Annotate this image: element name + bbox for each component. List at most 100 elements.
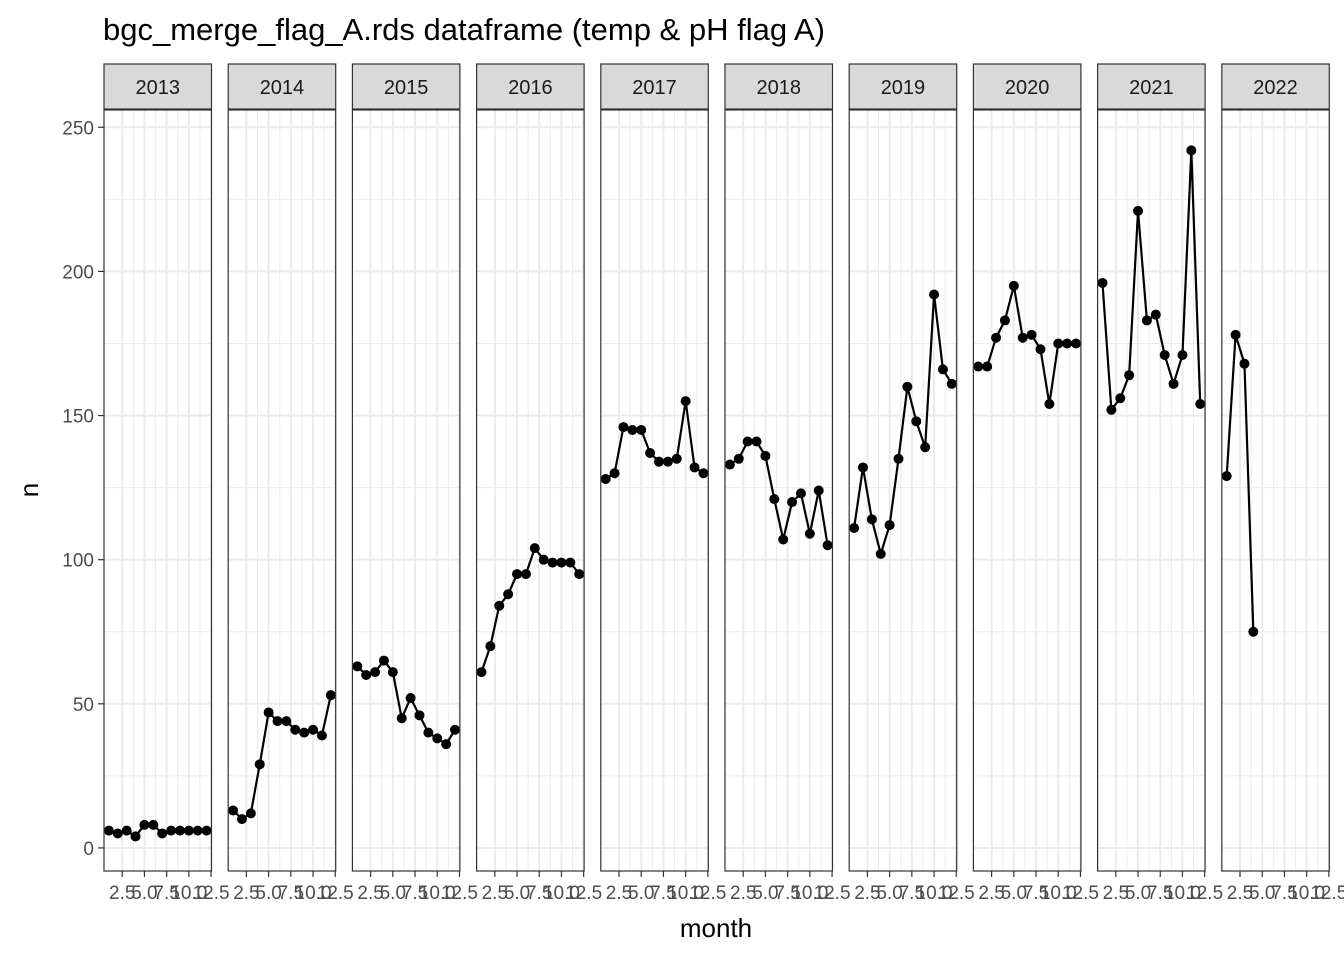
data-point <box>201 825 212 836</box>
strip-label: 2014 <box>260 77 305 99</box>
data-point <box>183 825 194 836</box>
data-point <box>920 442 931 453</box>
x-tick-label: 7.5 <box>1271 883 1297 904</box>
x-tick-label: 10.0 <box>543 883 580 904</box>
x-tick-label: 5.0 <box>504 883 530 904</box>
data-point <box>671 453 682 464</box>
strip-label: 2016 <box>508 77 553 99</box>
panel-border <box>1096 109 1206 872</box>
data-point <box>352 661 363 672</box>
x-tick-label: 2.5 <box>1227 883 1253 904</box>
x-tick-label: 5.0 <box>131 883 157 904</box>
x-tick-label: 10.0 <box>1040 883 1077 904</box>
data-point <box>476 667 487 678</box>
data-point <box>991 332 1002 343</box>
data-point <box>512 569 523 580</box>
x-tick-label: 10.0 <box>916 883 953 904</box>
x-tick-label: 2.5 <box>109 883 135 904</box>
data-point <box>192 825 203 836</box>
x-tick-label: 7.5 <box>899 883 925 904</box>
x-tick-label: 5.0 <box>1125 883 1151 904</box>
data-point <box>1221 471 1232 482</box>
data-point <box>112 828 123 839</box>
x-tick-label: 12.5 <box>938 883 975 904</box>
data-point <box>902 381 913 392</box>
x-tick-label: 2.5 <box>233 883 259 904</box>
data-point <box>121 825 132 836</box>
strip-label: 2017 <box>632 77 677 99</box>
data-point <box>1026 329 1037 340</box>
data-point <box>804 528 815 539</box>
data-point <box>929 289 940 300</box>
strip-background <box>600 63 709 110</box>
data-point <box>290 724 301 735</box>
data-point <box>281 716 292 727</box>
x-tick-label: 2.5 <box>357 883 383 904</box>
data-point <box>1008 280 1019 291</box>
x-tick-label: 7.5 <box>1147 883 1173 904</box>
data-point <box>1150 309 1161 320</box>
data-point <box>645 448 656 459</box>
data-point <box>157 828 168 839</box>
data-point <box>680 396 691 407</box>
data-point <box>503 589 514 600</box>
panel-background <box>352 110 460 871</box>
data-point <box>1186 145 1197 156</box>
data-point <box>316 730 327 741</box>
strip-label: 2019 <box>881 77 926 99</box>
data-point <box>857 462 868 473</box>
data-point <box>946 378 957 389</box>
data-point <box>254 759 265 770</box>
strip-label: 2022 <box>1253 77 1298 99</box>
data-point <box>547 557 558 568</box>
series-line-2022 <box>1225 334 1255 632</box>
data-point <box>884 520 895 531</box>
data-point <box>849 522 860 533</box>
data-point <box>272 716 283 727</box>
x-tick-label: 7.5 <box>1023 883 1049 904</box>
data-point <box>1097 277 1108 288</box>
facet-panel-2017: 2017 2.55.07.510.012.5 <box>600 63 726 904</box>
data-point <box>1124 370 1135 381</box>
panel-background <box>1221 110 1330 871</box>
data-point <box>139 819 150 830</box>
panel-border <box>848 109 958 872</box>
x-tick-label: 7.5 <box>153 883 179 904</box>
y-tick-label: 200 <box>62 262 94 283</box>
x-tick-label: 5.0 <box>752 883 778 904</box>
data-point <box>1035 344 1046 355</box>
data-point <box>308 724 319 735</box>
strip-background <box>1096 63 1206 110</box>
data-point <box>866 514 877 525</box>
x-tick-label: 2.5 <box>606 883 632 904</box>
panel-background <box>476 110 585 871</box>
x-tick-label: 7.5 <box>402 883 428 904</box>
data-point <box>662 456 673 467</box>
facet-panel-2015: 2015 2.55.07.510.012.5 <box>351 63 478 904</box>
facet-panel-2019: 2019 2.55.07.510.012.5 <box>848 63 975 904</box>
data-point <box>636 424 647 435</box>
data-point <box>982 361 993 372</box>
x-tick-label: 10.0 <box>170 883 207 904</box>
data-point <box>520 569 531 580</box>
data-point <box>1230 329 1241 340</box>
x-tick-label: 7.5 <box>774 883 800 904</box>
data-point <box>432 733 443 744</box>
x-tick-label: 2.5 <box>854 883 880 904</box>
panel-border <box>1221 109 1330 872</box>
x-tick-label: 12.5 <box>689 883 726 904</box>
panel-border <box>724 109 834 872</box>
x-tick-label: 5.0 <box>1249 883 1275 904</box>
data-point <box>787 497 798 508</box>
data-point <box>299 727 310 738</box>
data-point <box>378 655 389 666</box>
panel-border <box>227 109 337 872</box>
data-point <box>1071 338 1082 349</box>
data-point <box>414 710 425 721</box>
data-point <box>618 422 629 433</box>
data-point <box>245 808 256 819</box>
x-tick-label: 12.5 <box>1310 883 1344 904</box>
data-point <box>600 473 611 484</box>
panel-border <box>103 109 213 872</box>
